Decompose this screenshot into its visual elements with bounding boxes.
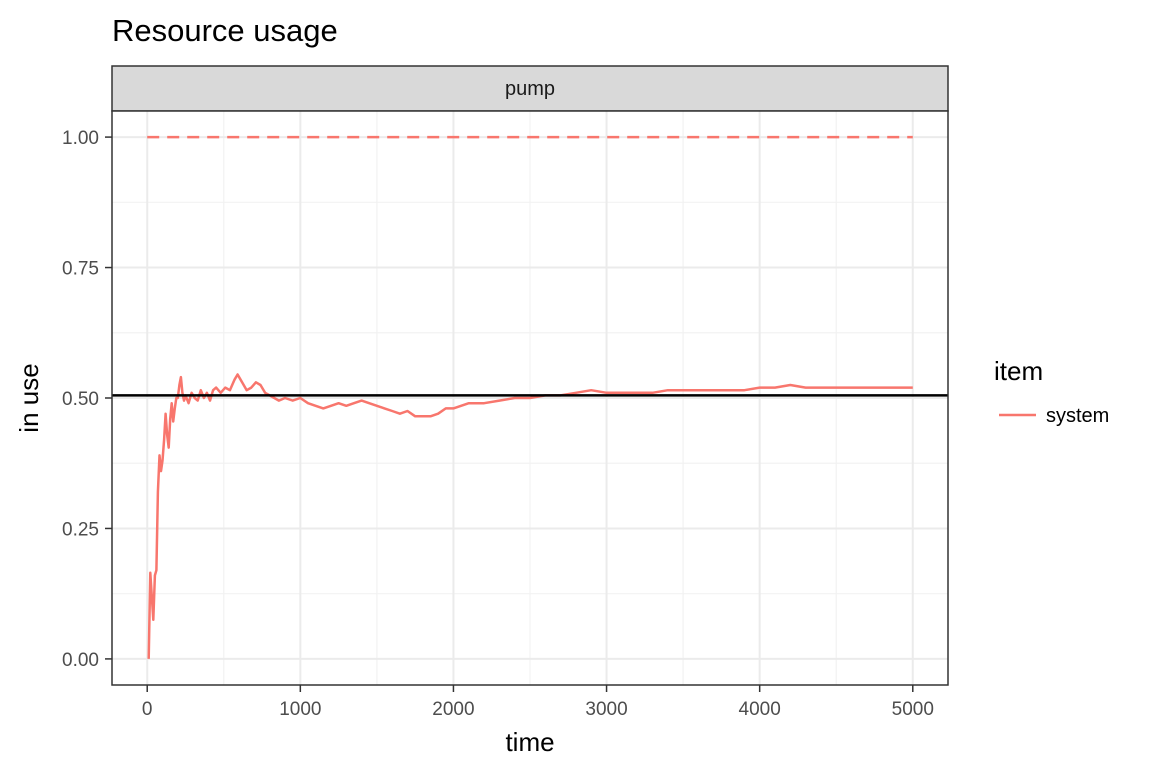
y-axis: 0.00 0.25 0.50 0.75 1.00: [62, 128, 112, 671]
y-tick-label: 0.75: [62, 259, 99, 280]
gridlines: [112, 111, 948, 685]
chart-title: Resource usage: [112, 13, 338, 48]
legend-label-system: system: [1046, 405, 1109, 427]
x-tick-label: 5000: [892, 699, 934, 720]
x-tick-label: 2000: [432, 699, 474, 720]
x-tick-label: 0: [142, 699, 153, 720]
x-axis: 0 1000 2000 3000 4000 5000: [142, 685, 934, 720]
x-tick-label: 3000: [585, 699, 627, 720]
x-axis-title: time: [505, 727, 554, 757]
y-tick-label: 0.50: [62, 389, 99, 410]
y-tick-label: 0.00: [62, 650, 99, 671]
series-line-system: [147, 373, 913, 659]
facet-strip-label: pump: [505, 78, 555, 100]
y-tick-label: 1.00: [62, 128, 99, 149]
series-lines: [112, 373, 948, 659]
facet-strip: [111, 65, 949, 112]
y-axis-title: in use: [14, 363, 44, 432]
x-tick-label: 4000: [739, 699, 781, 720]
x-tick-label: 1000: [279, 699, 321, 720]
legend-title: item: [994, 356, 1043, 386]
y-tick-label: 0.25: [62, 519, 99, 540]
